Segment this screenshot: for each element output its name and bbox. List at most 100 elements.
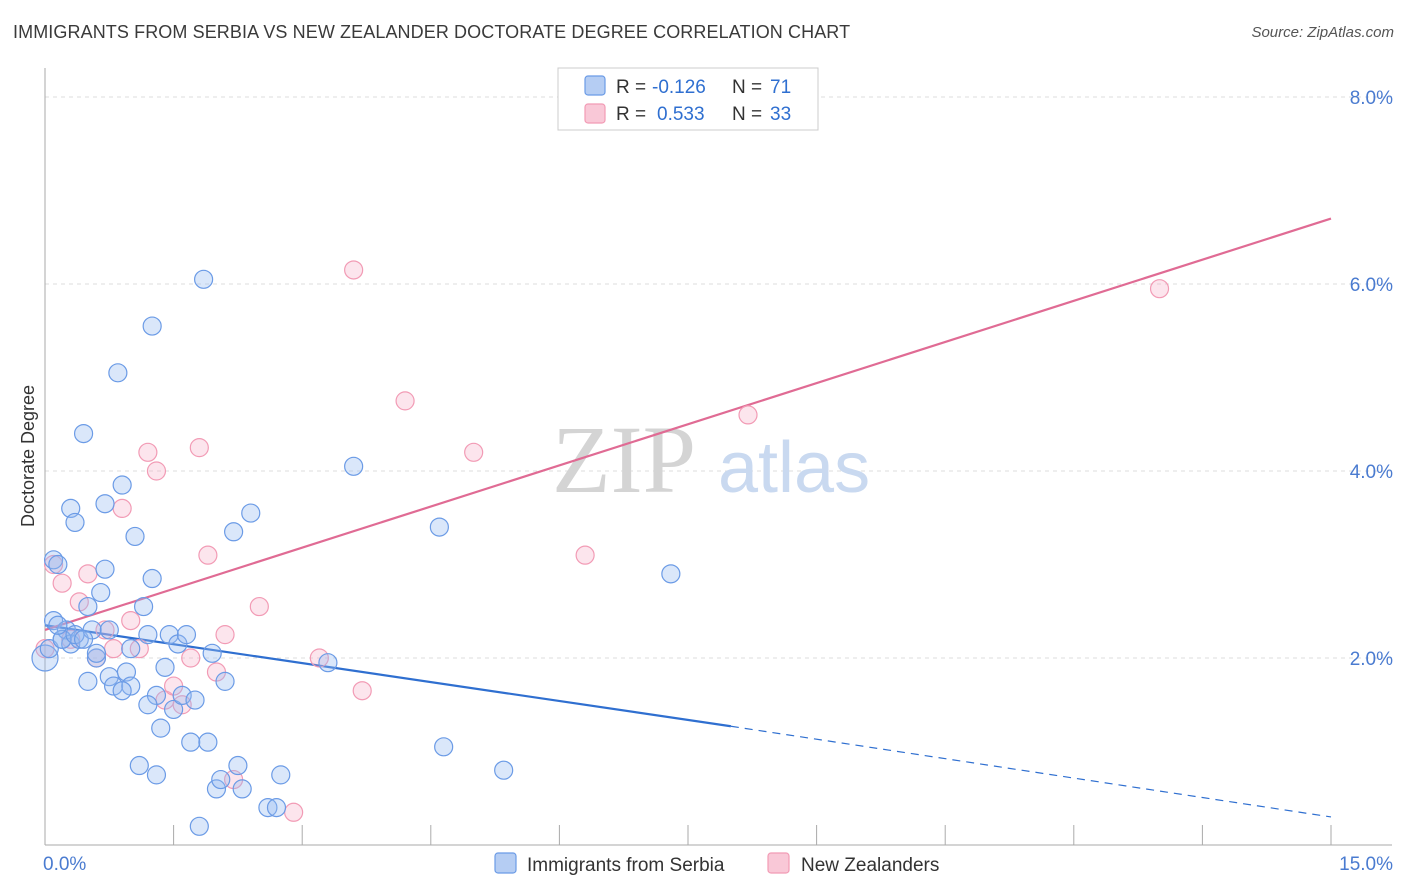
point-nz-25 xyxy=(309,648,329,668)
point-serbia-41 xyxy=(189,816,209,836)
point-serbia-49 xyxy=(228,755,248,776)
point-serbia-54 xyxy=(271,765,291,785)
watermark-zip: ZIP xyxy=(552,406,696,513)
point-serbia-46 xyxy=(211,769,231,790)
point-nz-32 xyxy=(1149,279,1170,299)
trend-lines xyxy=(44,217,1332,818)
point-nz-1 xyxy=(43,554,64,575)
point-serbia-21 xyxy=(108,363,128,383)
point-serbia-16 xyxy=(91,582,111,603)
point-serbia-53 xyxy=(266,797,287,818)
x-tick-label-1: 15.0% xyxy=(1339,854,1393,875)
point-serbia-30 xyxy=(146,765,167,785)
watermark-atlas: atlas xyxy=(718,428,870,508)
point-serbia-25 xyxy=(125,526,145,547)
point-nz-27 xyxy=(352,681,372,701)
chart-title: IMMIGRANTS FROM SERBIA VS NEW ZEALANDER … xyxy=(13,22,851,42)
watermark: ZIP atlas xyxy=(552,406,870,513)
point-nz-31 xyxy=(738,405,758,425)
legend-bottom-swatch-serbia xyxy=(494,852,517,874)
legend-n-label-nz: N = xyxy=(732,104,762,125)
point-serbia-42 xyxy=(194,269,214,289)
y-tick-label-2: 6.0% xyxy=(1350,275,1393,296)
point-serbia-29 xyxy=(142,568,162,589)
point-nz-26 xyxy=(344,260,364,280)
point-serbia-37 xyxy=(172,685,192,706)
point-serbia-7 xyxy=(61,634,81,654)
y-tick-label-0: 2.0% xyxy=(1350,649,1393,670)
legend-r-value-serbia: -0.126 xyxy=(652,77,706,98)
point-serbia-28 xyxy=(138,625,158,645)
point-serbia-0 xyxy=(31,644,59,672)
point-serbia-9 xyxy=(65,512,85,533)
point-serbia-67 xyxy=(661,564,681,584)
point-serbia-69 xyxy=(99,620,119,640)
data-points xyxy=(31,260,1170,836)
y-tick-label-3: 8.0% xyxy=(1350,88,1393,109)
point-serbia-59 xyxy=(121,639,141,659)
point-serbia-1 xyxy=(39,639,59,659)
point-nz-18 xyxy=(189,438,209,458)
y-axis-title: Doctorate Degree xyxy=(18,385,38,527)
point-serbia-45 xyxy=(206,779,227,799)
point-nz-19 xyxy=(198,545,218,565)
legend-r-label-nz: R = xyxy=(616,104,646,125)
point-nz-23 xyxy=(249,596,269,617)
point-nz-21 xyxy=(215,625,235,645)
point-nz-4 xyxy=(69,592,89,612)
point-nz-5 xyxy=(78,564,98,584)
point-nz-8 xyxy=(103,639,124,659)
point-serbia-51 xyxy=(241,503,261,523)
legend-top: R = -0.126 N = 71 R = 0.533 N = 33 xyxy=(557,67,819,131)
point-serbia-11 xyxy=(73,424,94,444)
point-serbia-66 xyxy=(494,760,514,780)
point-serbia-38 xyxy=(176,625,197,645)
trend-line-serbia-dashed xyxy=(730,725,1332,818)
legend-bottom-swatch-nz xyxy=(767,852,790,874)
point-nz-17 xyxy=(181,648,201,668)
legend-r-label-serbia: R = xyxy=(616,77,646,98)
legend-n-label-serbia: N = xyxy=(732,77,762,98)
gridlines xyxy=(45,96,1392,659)
trend-line-serbia xyxy=(44,624,732,728)
legend-bottom-label-serbia: Immigrants from Serbia xyxy=(527,855,725,876)
chart-source: Source: ZipAtlas.com xyxy=(1251,24,1394,41)
point-serbia-47 xyxy=(215,671,235,691)
legend-bottom: Immigrants from Serbia New Zealanders xyxy=(494,852,939,876)
x-tick-label-0: 0.0% xyxy=(43,854,86,875)
point-nz-24 xyxy=(284,802,304,822)
point-serbia-63 xyxy=(344,456,364,476)
point-serbia-22 xyxy=(112,475,132,495)
y-tick-labels: 2.0% 4.0% 6.0% 8.0% xyxy=(1350,88,1393,670)
point-serbia-27 xyxy=(133,596,154,617)
point-serbia-68 xyxy=(142,316,162,336)
point-serbia-24 xyxy=(121,676,141,696)
point-nz-2 xyxy=(52,573,72,593)
point-nz-10 xyxy=(121,610,141,631)
point-serbia-70 xyxy=(73,629,94,649)
legend-swatch-serbia xyxy=(584,75,606,96)
point-serbia-60 xyxy=(138,695,158,715)
point-serbia-44 xyxy=(202,643,222,663)
point-serbia-61 xyxy=(48,615,68,635)
point-serbia-43 xyxy=(198,732,218,752)
point-serbia-26 xyxy=(129,755,149,776)
point-nz-30 xyxy=(575,545,595,565)
point-serbia-56 xyxy=(65,625,85,645)
point-serbia-32 xyxy=(151,718,171,738)
point-nz-12 xyxy=(138,442,158,462)
y-tick-label-1: 4.0% xyxy=(1350,462,1393,483)
point-serbia-4 xyxy=(48,554,68,575)
legend-bottom-label-nz: New Zealanders xyxy=(801,855,939,876)
point-serbia-48 xyxy=(224,522,244,542)
point-serbia-12 xyxy=(78,596,98,617)
point-serbia-39 xyxy=(181,732,201,752)
point-serbia-17 xyxy=(95,494,115,514)
legend-swatch-nz xyxy=(584,103,606,124)
point-serbia-57 xyxy=(86,643,107,663)
point-serbia-15 xyxy=(86,648,107,668)
point-nz-28 xyxy=(395,391,415,411)
point-nz-29 xyxy=(464,442,484,462)
point-serbia-40 xyxy=(185,690,205,710)
